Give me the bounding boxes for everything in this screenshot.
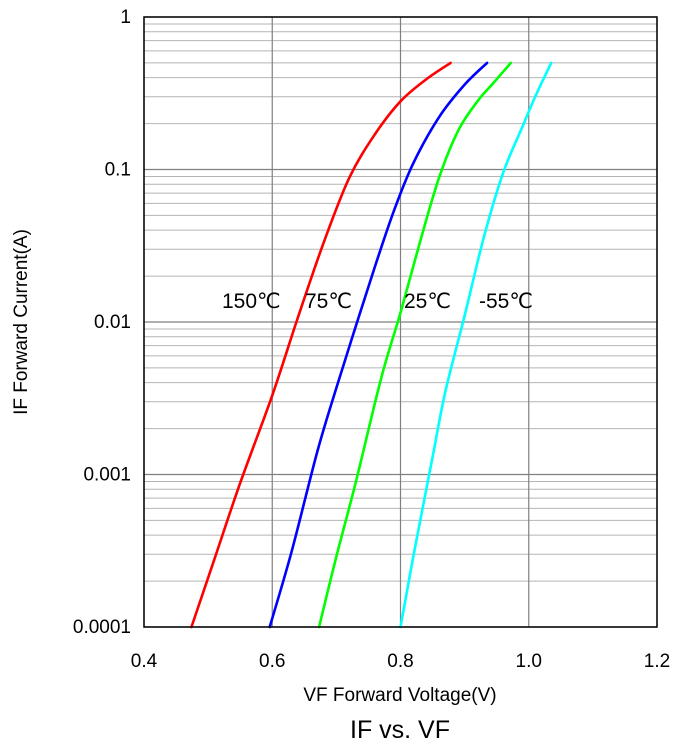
series-line-0 xyxy=(190,61,452,629)
series-labels: 150℃ 75℃ 25℃ -55℃ xyxy=(222,290,533,313)
series-label: -55℃ xyxy=(479,290,533,313)
x-axis-title: VF Forward Voltage(V) xyxy=(303,685,496,706)
series-line-3 xyxy=(399,61,553,629)
y-tick-label: 0.1 xyxy=(105,160,131,181)
x-tick-label: 0.8 xyxy=(387,651,413,672)
tick-labels: 0.4 0.6 0.8 1.0 1.2 0.0001 0.001 0.01 0.1 1 xyxy=(73,7,670,672)
grid xyxy=(143,16,658,628)
plot-frame xyxy=(143,16,658,628)
series-lines xyxy=(190,61,553,629)
y-tick-label: 1 xyxy=(120,7,131,28)
series-label: 150℃ xyxy=(222,290,281,313)
series-label: 75℃ xyxy=(305,290,352,313)
x-tick-label: 0.6 xyxy=(259,651,285,672)
series-line-2 xyxy=(317,61,513,629)
series-label: 25℃ xyxy=(404,290,451,313)
x-tick-label: 1.0 xyxy=(516,651,542,672)
y-axis-title: IF Forward Current(A) xyxy=(11,229,32,415)
y-tick-label: 0.001 xyxy=(83,465,131,486)
y-tick-label: 0.0001 xyxy=(73,617,131,638)
chart-title: IF vs. VF xyxy=(350,716,450,744)
series-line-1 xyxy=(268,61,489,629)
x-tick-label: 0.4 xyxy=(131,651,158,672)
y-tick-label: 0.01 xyxy=(94,312,131,333)
x-tick-label: 1.2 xyxy=(644,651,670,672)
